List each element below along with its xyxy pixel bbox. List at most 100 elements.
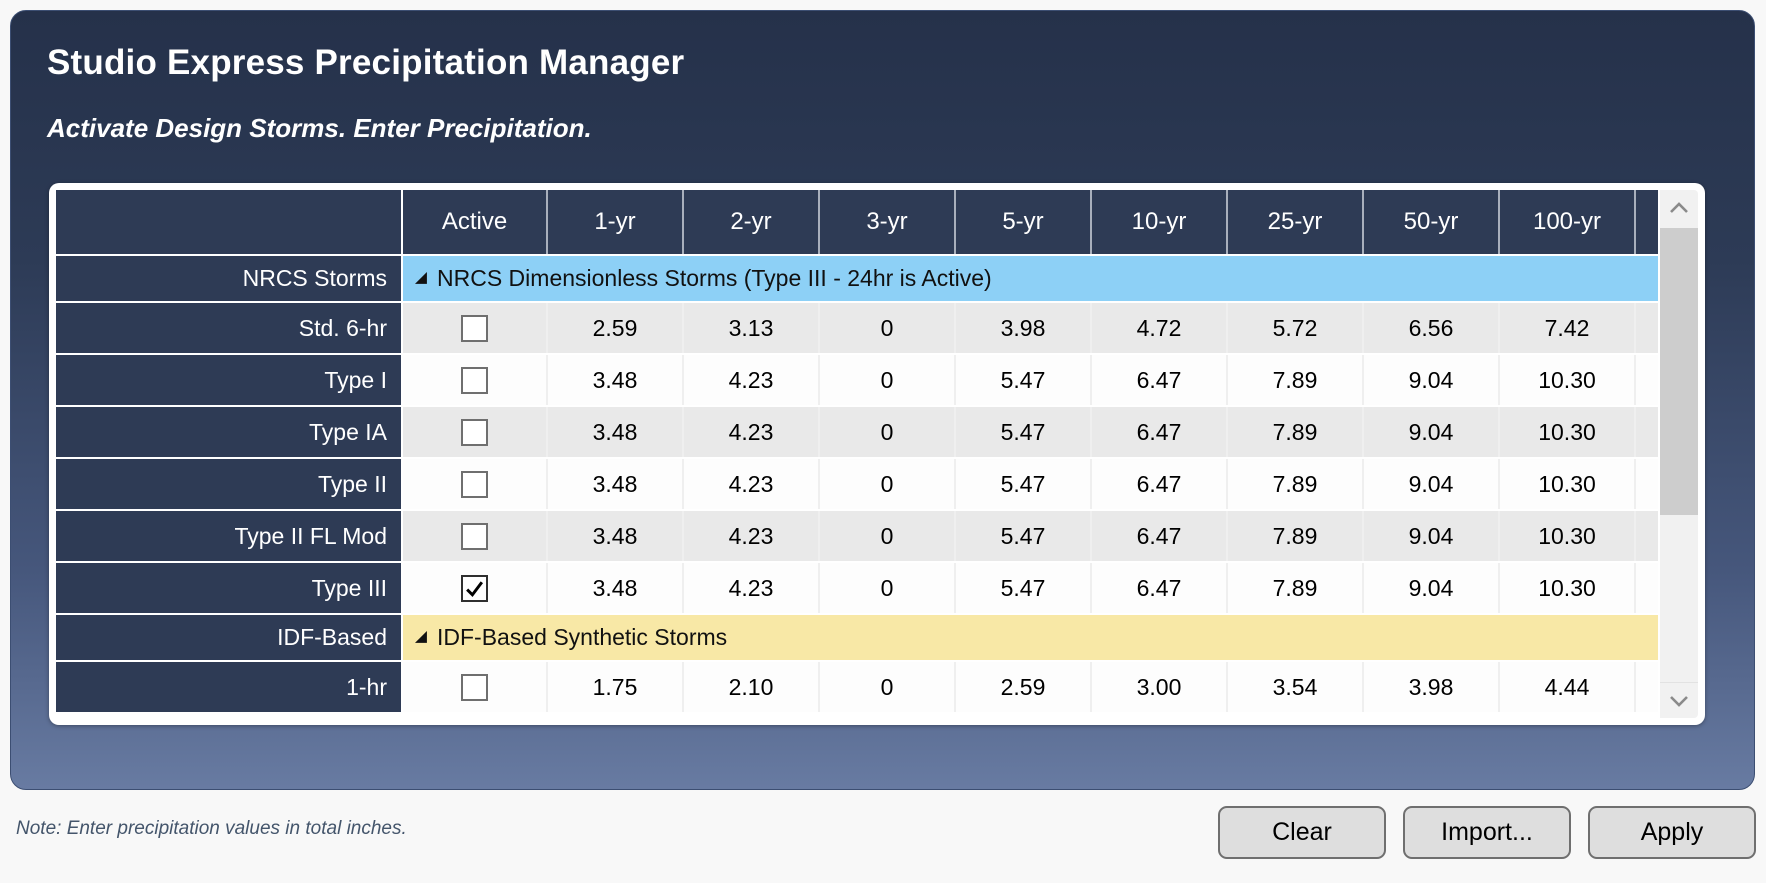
value-cell[interactable]: 7.42 — [1498, 303, 1634, 353]
value-cell[interactable]: 0 — [818, 355, 954, 405]
value-cell[interactable]: 0 — [818, 662, 954, 712]
value-cell[interactable]: 4.23 — [682, 355, 818, 405]
value-cell[interactable]: 10.30 — [1498, 563, 1634, 613]
column-header-empty — [56, 190, 401, 254]
column-header-1-yr[interactable]: 1-yr — [546, 190, 682, 254]
page-title: Studio Express Precipitation Manager — [47, 43, 685, 82]
value-cell[interactable]: 3.98 — [1362, 662, 1498, 712]
value-cell[interactable]: 4.23 — [682, 563, 818, 613]
value-cell[interactable]: 10.30 — [1498, 459, 1634, 509]
active-checkbox[interactable] — [461, 522, 488, 550]
value-cell[interactable]: 0 — [818, 459, 954, 509]
value-cell[interactable]: 4.23 — [682, 511, 818, 561]
active-checkbox[interactable] — [461, 366, 488, 394]
column-header-5-yr[interactable]: 5-yr — [954, 190, 1090, 254]
group-expander[interactable]: NRCS Dimensionless Storms (Type III - 24… — [403, 256, 1658, 301]
value-cell[interactable]: 3.00 — [1090, 662, 1226, 712]
vertical-scrollbar[interactable] — [1660, 190, 1698, 718]
value-cell[interactable]: 6.47 — [1090, 355, 1226, 405]
scrollbar-thumb[interactable] — [1660, 228, 1698, 515]
column-header-25-yr[interactable]: 25-yr — [1226, 190, 1362, 254]
value-cell[interactable]: 9.04 — [1362, 355, 1498, 405]
value-cell[interactable]: 1.75 — [546, 662, 682, 712]
value-cell[interactable]: 2.10 — [682, 662, 818, 712]
table-row: Type I 3.48 4.23 0 5.47 6.47 7.89 9.04 10.30 — [56, 355, 1658, 405]
value-cell-partial — [1634, 355, 1658, 405]
active-checkbox-cell — [403, 511, 546, 561]
active-checkbox[interactable] — [461, 574, 488, 602]
value-cell[interactable]: 9.04 — [1362, 407, 1498, 457]
value-cell[interactable]: 3.48 — [546, 459, 682, 509]
scroll-up-button[interactable] — [1660, 190, 1698, 226]
value-cell[interactable]: 3.48 — [546, 563, 682, 613]
group-row: IDF-Based IDF-Based Synthetic Storms — [56, 615, 1658, 660]
precip-grid: Active 1-yr 2-yr 3-yr 5-yr 10-yr 25-yr 50-yr 100… — [56, 190, 1658, 718]
value-cell[interactable]: 2.59 — [954, 662, 1090, 712]
value-cell[interactable]: 5.47 — [954, 563, 1090, 613]
value-cell[interactable]: 0 — [818, 407, 954, 457]
collapse-triangle-icon — [415, 631, 427, 643]
value-cell[interactable]: 7.89 — [1226, 355, 1362, 405]
column-header-10-yr[interactable]: 10-yr — [1090, 190, 1226, 254]
value-cell[interactable]: 0 — [818, 511, 954, 561]
value-cell[interactable]: 3.48 — [546, 407, 682, 457]
value-cell[interactable]: 3.54 — [1226, 662, 1362, 712]
value-cell[interactable]: 4.23 — [682, 459, 818, 509]
value-cell[interactable]: 3.13 — [682, 303, 818, 353]
column-header-2-yr[interactable]: 2-yr — [682, 190, 818, 254]
value-cell[interactable]: 9.04 — [1362, 563, 1498, 613]
value-cell[interactable]: 6.47 — [1090, 459, 1226, 509]
value-cell[interactable]: 10.30 — [1498, 407, 1634, 457]
value-cell[interactable]: 5.47 — [954, 511, 1090, 561]
import-button[interactable]: Import... — [1403, 806, 1571, 859]
value-cell[interactable]: 4.44 — [1498, 662, 1634, 712]
value-cell[interactable]: 5.47 — [954, 459, 1090, 509]
scroll-down-button[interactable] — [1660, 682, 1698, 718]
apply-button[interactable]: Apply — [1588, 806, 1756, 859]
active-checkbox[interactable] — [461, 418, 488, 446]
value-cell[interactable]: 0 — [818, 563, 954, 613]
value-cell[interactable]: 4.23 — [682, 407, 818, 457]
value-cell[interactable]: 4.72 — [1090, 303, 1226, 353]
value-cell[interactable]: 3.48 — [546, 511, 682, 561]
value-cell[interactable]: 10.30 — [1498, 511, 1634, 561]
row-label: Type II FL Mod — [56, 511, 401, 561]
group-band-label: NRCS Dimensionless Storms (Type III - 24… — [437, 265, 992, 291]
column-header-100-yr[interactable]: 100-yr — [1498, 190, 1634, 254]
value-cell[interactable]: 7.89 — [1226, 459, 1362, 509]
value-cell[interactable]: 6.47 — [1090, 407, 1226, 457]
value-cell[interactable]: 0 — [818, 303, 954, 353]
table-row: Type II FL Mod 3.48 4.23 0 5.47 6.47 7.89 9.04 1… — [56, 511, 1658, 561]
clear-button[interactable]: Clear — [1218, 806, 1386, 859]
group-expander[interactable]: IDF-Based Synthetic Storms — [403, 615, 1658, 660]
value-cell[interactable]: 6.56 — [1362, 303, 1498, 353]
value-cell[interactable]: 7.89 — [1226, 407, 1362, 457]
column-header-3-yr[interactable]: 3-yr — [818, 190, 954, 254]
value-cell[interactable]: 5.72 — [1226, 303, 1362, 353]
value-cell[interactable]: 10.30 — [1498, 355, 1634, 405]
value-cell[interactable]: 6.47 — [1090, 511, 1226, 561]
group-row: NRCS Storms NRCS Dimensionless Storms (Ty… — [56, 256, 1658, 301]
column-header-active[interactable]: Active — [403, 190, 546, 254]
value-cell[interactable]: 5.47 — [954, 355, 1090, 405]
active-checkbox[interactable] — [461, 673, 488, 701]
chevron-down-icon — [1670, 695, 1688, 707]
row-label: Type III — [56, 563, 401, 613]
group-row-label: NRCS Storms — [56, 256, 401, 301]
table-row: Type III 3.48 4.23 0 5.47 6.47 7.89 9.04 10.30 — [56, 563, 1658, 613]
value-cell[interactable]: 6.47 — [1090, 563, 1226, 613]
value-cell-partial — [1634, 511, 1658, 561]
value-cell[interactable]: 5.47 — [954, 407, 1090, 457]
value-cell[interactable]: 2.59 — [546, 303, 682, 353]
column-header-50-yr[interactable]: 50-yr — [1362, 190, 1498, 254]
value-cell[interactable]: 3.98 — [954, 303, 1090, 353]
value-cell[interactable]: 7.89 — [1226, 511, 1362, 561]
active-checkbox-cell — [403, 355, 546, 405]
value-cell[interactable]: 7.89 — [1226, 563, 1362, 613]
column-header-row: Active 1-yr 2-yr 3-yr 5-yr 10-yr 25-yr 50-yr 100… — [56, 190, 1658, 254]
value-cell[interactable]: 3.48 — [546, 355, 682, 405]
active-checkbox[interactable] — [461, 314, 488, 342]
value-cell[interactable]: 9.04 — [1362, 511, 1498, 561]
active-checkbox[interactable] — [461, 470, 488, 498]
value-cell[interactable]: 9.04 — [1362, 459, 1498, 509]
